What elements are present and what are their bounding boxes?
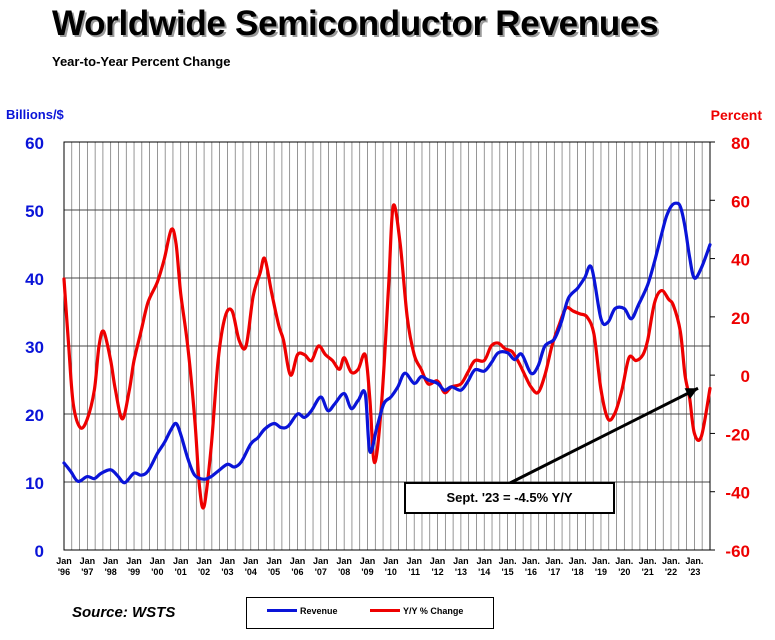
x-axis-tick-label-year: '15 <box>502 567 514 577</box>
legend-label-yoy: Y/Y % Change <box>403 606 464 616</box>
x-axis-tick-label-month: Jan <box>80 556 96 566</box>
chart-subtitle: Year-to-Year Percent Change <box>52 54 231 69</box>
x-axis-tick-label-month: Jan. <box>639 556 657 566</box>
right-axis-tick-label: 0 <box>741 367 750 386</box>
x-axis-tick-label-month: Jan <box>126 556 142 566</box>
plot-border <box>63 141 711 551</box>
series-line-revenue <box>62 201 712 485</box>
x-axis-tick-label-year: '07 <box>315 567 327 577</box>
x-axis-tick-label-month: Jan <box>266 556 282 566</box>
x-axis-tick-label-year: '09 <box>361 567 373 577</box>
x-axis-tick-label-month: Jan. <box>615 556 633 566</box>
x-axis-tick-label-month: Jan <box>336 556 352 566</box>
x-axis-tick-label-month: Jan. <box>545 556 563 566</box>
x-axis-tick-label-month: Jan <box>196 556 212 566</box>
x-axis-tick-label-month: Jan <box>290 556 306 566</box>
right-axis-tick-label: -60 <box>725 542 750 561</box>
x-axis-tick-label-month: Jan. <box>522 556 540 566</box>
x-axis-tick-label-month: Jan. <box>569 556 587 566</box>
legend-item-yoy: Y/Y % Change <box>370 606 463 620</box>
x-axis-tick-label-year: '12 <box>431 567 443 577</box>
legend-item-revenue: Revenue <box>267 606 338 620</box>
left-axis-tick-label: 10 <box>25 474 44 493</box>
x-axis-tick-label-month: Jan <box>383 556 399 566</box>
x-axis-tick-label-month: Jan <box>150 556 166 566</box>
x-axis-tick-label-month: Jan <box>56 556 72 566</box>
x-axis-tick-label-year: '13 <box>455 567 467 577</box>
x-axis-tick-label-year: '05 <box>268 567 280 577</box>
right-axis-tick-label: 80 <box>731 134 750 153</box>
x-axis-tick-label-month: Jan <box>220 556 236 566</box>
x-axis-tick-label-month: Jan <box>313 556 329 566</box>
left-axis-unit-label: Billions/$ <box>6 107 64 122</box>
right-axis-tick-label: 60 <box>731 192 750 211</box>
x-axis-tick-label-year: '14 <box>478 567 490 577</box>
left-axis-tick-label: 40 <box>25 270 44 289</box>
right-axis-unit-label: Percent <box>710 107 762 123</box>
x-axis-tick-label-year: '02 <box>198 567 210 577</box>
annotation-arrow-shaft <box>509 386 699 485</box>
x-axis-tick-label-year: '06 <box>291 567 303 577</box>
x-axis-tick-label-month: Jan <box>406 556 422 566</box>
x-axis-tick-label-year: '20 <box>618 567 630 577</box>
x-axis-tick-label-year: '99 <box>128 567 140 577</box>
left-axis-tick-label: 60 <box>25 134 44 153</box>
x-axis-tick-label-year: '01 <box>175 567 187 577</box>
x-axis-tick-label-month: Jan <box>243 556 259 566</box>
right-axis-tick-label: 20 <box>731 309 750 328</box>
x-axis-tick-label-month: Jan. <box>685 556 703 566</box>
x-axis-tick-label-year: '10 <box>385 567 397 577</box>
legend-swatch-revenue <box>267 609 297 613</box>
x-axis-tick-label-month: Jan <box>103 556 119 566</box>
x-axis-tick-label-year: '18 <box>572 567 584 577</box>
right-axis-tick-label: -40 <box>725 484 750 503</box>
x-axis-tick-label-month: Jan <box>476 556 492 566</box>
chart-title: Worldwide Semiconductor Revenues <box>52 4 659 43</box>
x-axis-tick-label-year: '08 <box>338 567 350 577</box>
annotation-box: Sept. '23 = -4.5% Y/Y <box>404 482 615 514</box>
left-axis-tick-label: 30 <box>25 338 44 357</box>
left-axis-tick-label: 50 <box>25 202 44 221</box>
x-axis-tick-label-year: '21 <box>642 567 654 577</box>
x-axis-tick-label-month: Jan <box>360 556 376 566</box>
x-axis-tick-label-year: '00 <box>151 567 163 577</box>
right-axis-tick-label: -20 <box>725 425 750 444</box>
x-axis-tick-label-year: '04 <box>245 567 257 577</box>
left-axis-tick-label: 20 <box>25 406 44 425</box>
x-axis-tick-label-month: Jan. <box>662 556 680 566</box>
x-axis-tick-label-year: '96 <box>58 567 70 577</box>
x-axis-tick-label-year: '11 <box>408 567 420 577</box>
series-line-yoy <box>62 203 712 510</box>
x-axis-tick-label-month: Jan <box>453 556 469 566</box>
x-axis-tick-label-year: '23 <box>688 567 700 577</box>
source-note: Source: WSTS <box>72 604 176 621</box>
x-axis-tick-label-year: '03 <box>221 567 233 577</box>
x-axis-tick-label-year: '22 <box>665 567 677 577</box>
x-axis-tick-label-month: Jan <box>430 556 446 566</box>
x-axis-tick-label-year: '17 <box>548 567 560 577</box>
x-axis-tick-label-year: '98 <box>105 567 117 577</box>
x-axis-tick-label-month: Jan. <box>499 556 517 566</box>
x-axis-tick-label-year: '97 <box>81 567 93 577</box>
chart-legend: Revenue Y/Y % Change <box>246 597 494 629</box>
x-axis-tick-label-month: Jan. <box>592 556 610 566</box>
left-axis-tick-label: 0 <box>35 542 44 561</box>
x-axis-tick-label-year: '16 <box>525 567 537 577</box>
annotation-arrow-head <box>684 388 698 400</box>
right-axis-tick-label: 40 <box>731 251 750 270</box>
x-axis-tick-label-year: '19 <box>595 567 607 577</box>
x-axis-tick-label-month: Jan <box>173 556 189 566</box>
legend-swatch-yoy <box>370 609 400 613</box>
legend-label-revenue: Revenue <box>300 606 338 616</box>
